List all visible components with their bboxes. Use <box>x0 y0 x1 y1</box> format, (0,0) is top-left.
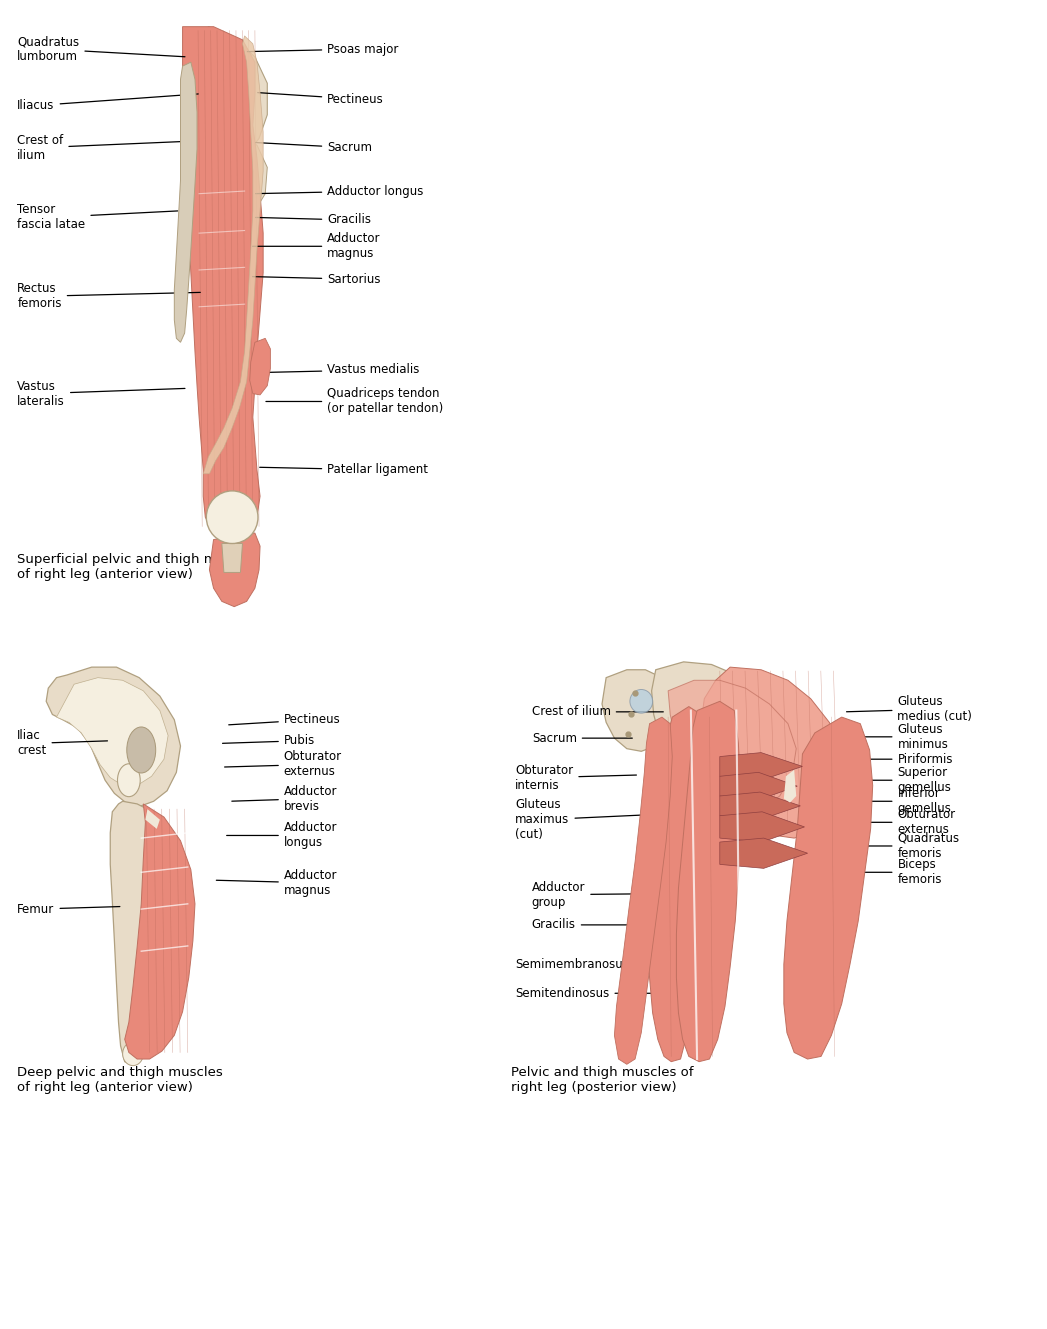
Polygon shape <box>125 804 195 1059</box>
Polygon shape <box>250 339 270 395</box>
Text: Adductor
longus: Adductor longus <box>226 821 337 849</box>
Text: Sacrum: Sacrum <box>532 732 632 744</box>
Text: Crest of ilium: Crest of ilium <box>532 706 664 719</box>
Polygon shape <box>719 752 802 780</box>
Text: Iliac
crest: Iliac crest <box>18 730 108 758</box>
Text: Rectus
femoris: Rectus femoris <box>18 282 200 310</box>
Text: Crest of
ilium: Crest of ilium <box>18 134 191 162</box>
Text: Iliacus: Iliacus <box>18 94 198 112</box>
Polygon shape <box>46 667 180 807</box>
Polygon shape <box>222 544 243 573</box>
Polygon shape <box>182 27 263 540</box>
Polygon shape <box>676 702 740 1062</box>
Text: Gluteus
medius (cut): Gluteus medius (cut) <box>847 695 973 723</box>
Polygon shape <box>203 36 263 474</box>
Text: Adductor
brevis: Adductor brevis <box>231 784 337 812</box>
Polygon shape <box>701 667 846 839</box>
Polygon shape <box>719 839 807 868</box>
Text: Pelvic and thigh muscles of
right leg (posterior view): Pelvic and thigh muscles of right leg (p… <box>511 1066 693 1094</box>
Text: Obturator
internis: Obturator internis <box>515 764 637 792</box>
Polygon shape <box>719 792 800 820</box>
Polygon shape <box>784 718 873 1059</box>
Text: Quadratus
femoris: Quadratus femoris <box>854 832 960 860</box>
Text: Gracilis: Gracilis <box>255 214 372 226</box>
Text: Quadriceps tendon
(or patellar tendon): Quadriceps tendon (or patellar tendon) <box>266 388 444 416</box>
Text: Adductor
group: Adductor group <box>532 881 694 909</box>
Polygon shape <box>668 680 796 816</box>
Polygon shape <box>647 707 708 1062</box>
Text: Sacrum: Sacrum <box>255 141 373 154</box>
Ellipse shape <box>127 727 156 773</box>
Text: Psoas major: Psoas major <box>247 43 399 56</box>
Text: Pubis: Pubis <box>223 735 315 747</box>
Polygon shape <box>146 809 160 829</box>
Polygon shape <box>602 670 674 751</box>
Text: Vastus medialis: Vastus medialis <box>263 363 420 376</box>
Text: Sartorius: Sartorius <box>252 272 381 286</box>
Polygon shape <box>222 138 267 218</box>
Text: Patellar ligament: Patellar ligament <box>260 464 428 476</box>
Ellipse shape <box>630 690 652 714</box>
Text: Obturator
externus: Obturator externus <box>225 751 342 779</box>
Text: Quadratus
lumborum: Quadratus lumborum <box>18 35 185 62</box>
Text: Deep pelvic and thigh muscles
of right leg (anterior view): Deep pelvic and thigh muscles of right l… <box>18 1066 223 1094</box>
Polygon shape <box>719 812 804 843</box>
Ellipse shape <box>206 490 258 544</box>
Text: Obturator
externus: Obturator externus <box>856 808 956 836</box>
Text: Biceps
femoris: Biceps femoris <box>851 859 942 886</box>
Polygon shape <box>651 662 778 809</box>
Polygon shape <box>198 27 267 162</box>
Text: Semimembranosus: Semimembranosus <box>515 958 686 971</box>
Polygon shape <box>57 678 169 785</box>
Text: Pectineus: Pectineus <box>258 93 384 105</box>
Ellipse shape <box>117 764 140 796</box>
Text: Superficial pelvic and thigh muscles
of right leg (anterior view): Superficial pelvic and thigh muscles of … <box>18 553 259 581</box>
Text: Superior
gemellus: Superior gemellus <box>856 767 952 795</box>
Polygon shape <box>110 801 152 1065</box>
Text: Adductor
magnus: Adductor magnus <box>217 869 337 897</box>
Text: Inferior
gemellus: Inferior gemellus <box>856 787 952 815</box>
Text: Femur: Femur <box>18 902 119 916</box>
Text: Pectineus: Pectineus <box>228 714 340 726</box>
Text: Adductor
magnus: Adductor magnus <box>252 233 381 260</box>
Polygon shape <box>615 718 672 1065</box>
Text: Adductor longus: Adductor longus <box>255 185 424 198</box>
Ellipse shape <box>122 1042 143 1066</box>
Polygon shape <box>209 533 260 606</box>
Text: Semitendinosus: Semitendinosus <box>515 986 688 999</box>
Text: Tensor
fascia latae: Tensor fascia latae <box>18 203 178 231</box>
Text: Vastus
lateralis: Vastus lateralis <box>18 380 185 408</box>
Text: Gracilis: Gracilis <box>532 918 686 932</box>
Text: Piriformis: Piriformis <box>859 752 953 766</box>
Text: Gluteus
minimus: Gluteus minimus <box>856 723 949 751</box>
Polygon shape <box>719 772 797 800</box>
Polygon shape <box>784 769 796 803</box>
Text: Gluteus
maximus
(cut): Gluteus maximus (cut) <box>515 799 653 841</box>
Polygon shape <box>174 62 197 343</box>
